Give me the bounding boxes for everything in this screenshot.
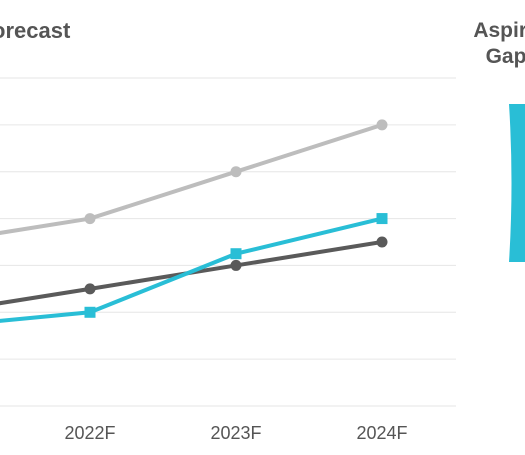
x-tick-label: 2024F	[356, 423, 407, 443]
series-group	[0, 119, 388, 323]
series-2-point-4	[376, 236, 388, 248]
series-3-point-2	[84, 306, 96, 318]
aspiration-line-2: Gap	[485, 45, 525, 68]
series-line-3	[0, 216, 383, 323]
series-2-point-3	[230, 259, 242, 271]
chart-title: orecast	[0, 18, 71, 43]
series-1-point-2	[84, 213, 96, 225]
series-2-point-2	[84, 283, 96, 295]
series-1-point-3	[230, 166, 242, 178]
aspiration-gap-heading: Aspira Gap	[451, 18, 525, 70]
aspiration-arrow-shape	[509, 104, 525, 262]
series-1-point-4	[376, 119, 388, 131]
x-tick-label: 2023F	[210, 423, 261, 443]
series-3-point-4	[376, 213, 388, 225]
series-line-1	[0, 122, 383, 235]
aspiration-line-1: Aspira	[473, 19, 525, 42]
x-tick-label: 2022F	[64, 423, 115, 443]
series-line-2	[0, 240, 383, 306]
grid-lines	[0, 77, 456, 407]
x-axis-ticks: 2022F 2023F 2024F	[64, 423, 407, 443]
series-3-point-3	[230, 248, 242, 260]
